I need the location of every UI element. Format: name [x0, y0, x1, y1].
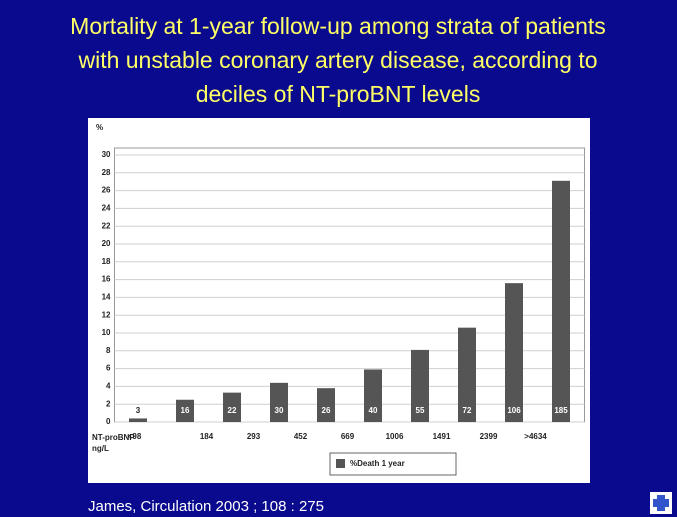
bar	[317, 388, 335, 422]
y-tick-label: 18	[102, 257, 111, 266]
title-line: Mortality at 1-year follow-up among stra…	[70, 13, 606, 39]
bar-label: 185	[554, 406, 568, 415]
bar	[270, 382, 288, 422]
bar-label: 106	[507, 406, 521, 415]
x-tick-label: 1006	[386, 432, 404, 441]
x-axis-label: ng/L	[92, 444, 109, 453]
y-tick-label: 6	[106, 364, 111, 373]
source: James, Circulation 2003 ; 108 : 275	[88, 498, 324, 515]
bar-label: 3	[136, 406, 141, 415]
legend-swatch	[336, 459, 345, 468]
legend-label: %Death 1 year	[350, 459, 405, 468]
y-axis-label: %	[96, 123, 103, 132]
y-tick-label: 14	[102, 293, 111, 302]
y-tick-label: 24	[102, 204, 111, 213]
y-tick-label: 4	[106, 382, 111, 391]
y-tick-label: 12	[102, 310, 111, 319]
y-tick-label: 0	[106, 417, 111, 426]
x-tick-label: >4634	[524, 432, 547, 441]
bar-label: 40	[369, 406, 378, 415]
y-tick-label: 22	[102, 221, 111, 230]
bar-label: 30	[275, 406, 284, 415]
y-tick-label: 20	[102, 239, 111, 248]
y-tick-label: 30	[102, 150, 111, 159]
bar	[223, 392, 241, 422]
bar	[505, 283, 523, 422]
x-tick-label: 184	[200, 432, 214, 441]
y-tick-label: 10	[102, 328, 111, 337]
y-tick-label: 16	[102, 275, 111, 284]
x-tick-label: 669	[341, 432, 355, 441]
bar	[411, 349, 429, 422]
bar-label: 22	[228, 406, 237, 415]
bar-label: 72	[463, 406, 472, 415]
y-tick-label: 28	[102, 168, 111, 177]
x-tick-label: 2399	[480, 432, 498, 441]
bar-label: 26	[322, 406, 331, 415]
x-tick-label: 293	[247, 432, 261, 441]
x-tick-label: 452	[294, 432, 308, 441]
x-tick-label: 1491	[433, 432, 451, 441]
title-line: deciles of NT-proBNT levels	[196, 81, 481, 107]
bar-label: 55	[416, 406, 425, 415]
bar	[364, 369, 382, 422]
bar	[129, 418, 147, 422]
y-tick-label: 26	[102, 186, 111, 195]
bar	[176, 399, 194, 422]
y-tick-label: 2	[106, 399, 111, 408]
x-tick-label: <98	[128, 432, 142, 441]
logo	[650, 492, 672, 514]
bar	[458, 327, 476, 422]
bar-label: 16	[181, 406, 190, 415]
bar	[552, 180, 570, 422]
legend	[329, 452, 457, 476]
title-line: with unstable coronary artery disease, a…	[77, 47, 597, 73]
y-tick-label: 8	[106, 346, 111, 355]
x-axis-label: NT-proBNP	[92, 433, 135, 442]
